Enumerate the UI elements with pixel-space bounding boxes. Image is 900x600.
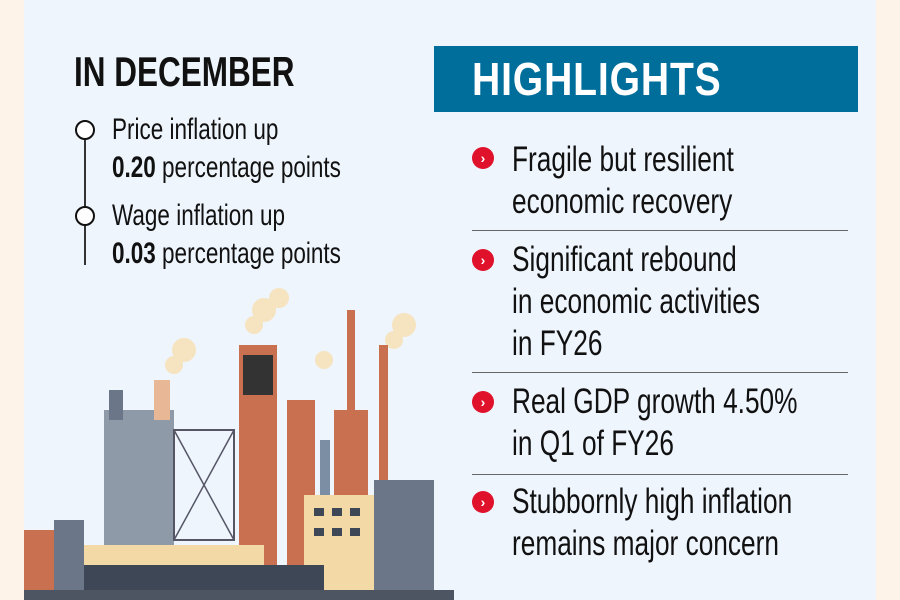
factory-illustration [24,288,454,600]
divider [472,372,848,373]
timeline-line [84,138,86,265]
highlight-item: Stubbornly high inflation remains major c… [512,482,793,563]
highlights-header [434,46,858,112]
chevron-bullet-icon: › [472,249,494,271]
timeline-dot-icon [75,120,95,140]
chevron-bullet-icon: › [472,491,494,513]
section-heading: IN DECEMBER [74,48,295,95]
chevron-bullet-icon: › [472,147,494,169]
timeline-dot-icon [75,206,95,226]
highlight-item: Real GDP growth 4.50% in Q1 of FY26 [512,382,798,463]
highlight-item: Fragile but resilient economic recovery [512,140,734,221]
stat-price-inflation: Price inflation up 0.20 percentage points [112,113,341,184]
highlight-item: Significant rebound in economic activitie… [512,240,761,363]
divider [472,474,848,475]
divider [472,230,848,231]
stat-wage-inflation: Wage inflation up 0.03 percentage points [112,199,341,270]
chevron-bullet-icon: › [472,391,494,413]
highlights-title: HIGHLIGHTS [472,53,722,105]
